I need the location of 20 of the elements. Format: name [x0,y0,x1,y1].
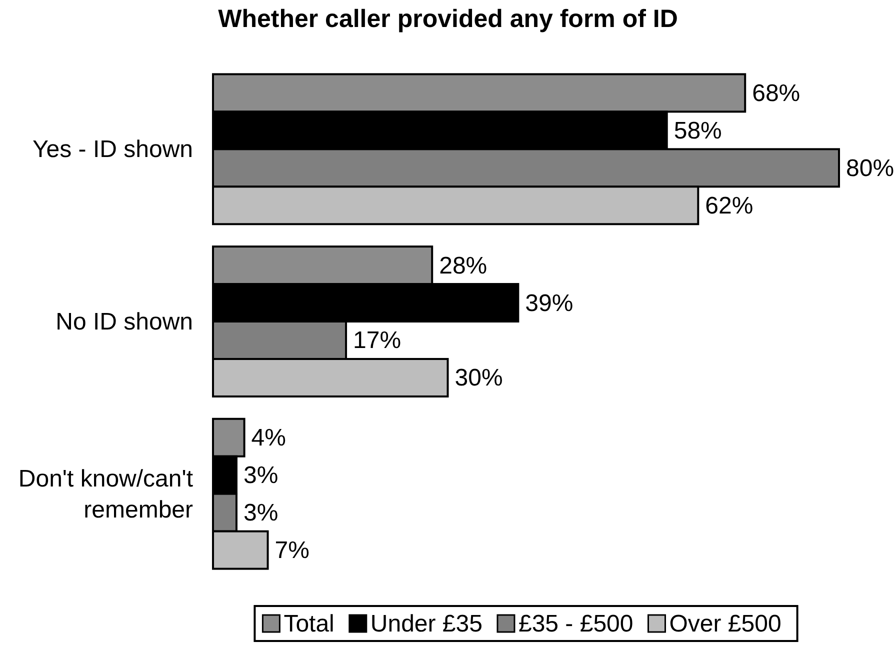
data-label: 30% [454,364,503,392]
data-label: 4% [251,424,286,452]
data-label: 68% [752,79,800,106]
data-label: 62% [705,192,754,219]
legend-label: Over £500 [669,610,782,637]
data-label: 28% [439,252,488,279]
data-label: 3% [243,499,278,526]
data-label: 39% [525,289,574,316]
data-label: 58% [674,116,722,144]
y-tick-label: Yes - ID shown [32,136,193,163]
y-tick-label: No ID shown [56,308,193,335]
legend-label: Under £35 [370,610,482,637]
data-label: 17% [353,326,402,354]
legend-label: £35 - £500 [518,610,634,637]
chart-title: Whether caller provided any form of ID [218,5,678,33]
data-label: 3% [243,462,278,489]
data-label: 7% [274,536,310,564]
data-label: 80% [846,154,894,182]
legend-label: Total [284,610,334,637]
y-tick-label: Don't know/can't remember [18,464,194,523]
